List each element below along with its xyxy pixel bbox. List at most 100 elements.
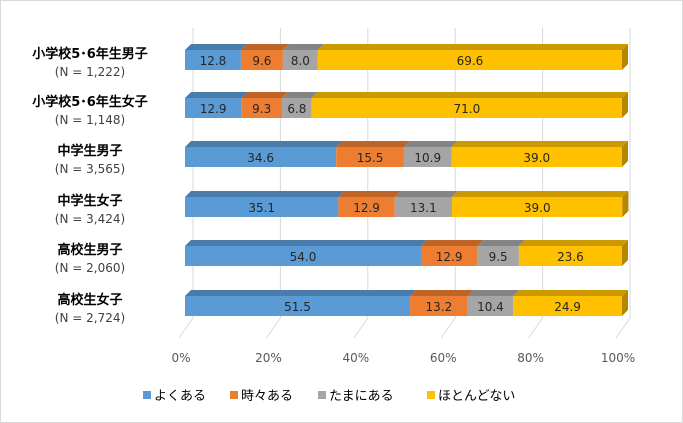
legend-swatch [143,391,151,399]
floor-gridline [353,317,369,339]
sample-size-label: (N = 2,724) [55,311,125,325]
bar-segment [513,296,622,316]
floor-gridline [265,317,281,339]
bar-top-face [403,141,458,147]
bar-top-face [518,240,628,246]
bar-segment [518,246,622,266]
bar-top-face [185,191,345,197]
floor-gridline [178,317,194,339]
bar-segment [410,296,468,316]
bar-top-face [185,290,417,296]
data-label: 12.9 [436,250,463,264]
data-label: 8.0 [291,54,310,68]
bar-segment [282,50,318,70]
sample-size-label: (N = 1,148) [55,113,125,127]
legend-swatch [318,391,326,399]
category-label: 高校生女子 [57,292,122,308]
data-label: 35.1 [248,201,275,215]
x-tick-label: 20% [255,351,282,365]
bar-top-face [451,141,628,147]
bar-top-face [336,141,410,147]
bar-segment [467,296,514,316]
bar-segment [240,50,283,70]
data-label: 10.9 [414,151,441,165]
sample-size-label: (N = 3,424) [55,212,125,226]
data-label: 6.8 [287,102,306,116]
bar-top-face [240,44,289,50]
data-label: 12.8 [200,54,227,68]
bar-segment [451,147,622,167]
bar-top-face [513,290,628,296]
bar-top-face [317,44,628,50]
bar-segment [185,50,241,70]
data-label: 39.0 [524,201,551,215]
bar-segment [185,197,339,217]
data-label: 39.0 [523,151,550,165]
bar-segment [311,98,622,118]
bar-top-face [282,44,324,50]
bar-side-face [622,240,628,266]
bar-top-face [467,290,520,296]
bar-top-face [420,240,484,246]
x-tick-label: 0% [171,351,190,365]
bar-segment [394,197,453,217]
bar-top-face [338,191,401,197]
bar-top-face [185,44,247,50]
legend-swatch [427,391,435,399]
bar-segment [282,98,312,118]
bar-top-face [185,92,248,98]
data-label: 12.9 [353,201,380,215]
category-label: 中学生女子 [57,193,122,209]
data-label: 9.6 [252,54,271,68]
bar-segment [452,197,623,217]
sample-size-label: (N = 3,565) [55,162,125,176]
bar-side-face [622,290,628,316]
bar-top-face [311,92,628,98]
data-label: 24.9 [554,300,581,314]
bar-segment [185,296,411,316]
bar-top-face [282,92,318,98]
bar-segment [185,147,337,167]
legend-label: よくある [154,389,206,404]
bar-side-face [622,44,628,70]
sample-size-label: (N = 1,222) [55,65,125,79]
bar-top-face [452,191,629,197]
floor-gridline [528,317,544,339]
x-tick-label: 100% [601,351,635,365]
data-label: 51.5 [284,300,311,314]
bar-side-face [622,92,628,118]
x-tick-label: 40% [342,351,369,365]
bar-side-face [622,191,629,217]
legend-label: たまにある [329,389,394,404]
bar-segment [403,147,452,167]
bar-segment [338,197,395,217]
data-label: 10.4 [477,300,504,314]
floor-gridline [440,317,456,339]
category-label: 小学校5･6年生女子 [32,94,148,110]
data-label: 15.5 [357,151,384,165]
bar-segment [317,50,622,70]
legend-label: ほとんどない [438,389,515,404]
bar-top-face [185,240,427,246]
bar-segment [477,246,519,266]
bar-segment [336,147,404,167]
legend-swatch [230,391,238,399]
bar-segment [241,98,283,118]
bar-top-face [185,141,343,147]
data-label: 71.0 [454,102,481,116]
floor-gridline [615,317,631,339]
bar-segment [420,246,478,266]
bar-side-face [622,141,628,167]
bar-segment [185,98,242,118]
data-label: 13.1 [410,201,437,215]
data-label: 9.3 [252,102,271,116]
bar-top-face [477,240,525,246]
bar-top-face [394,191,459,197]
category-label: 高校生男子 [57,242,122,258]
legend-label: 時々ある [241,389,293,404]
bar-top-face [241,92,289,98]
category-label: 小学校5･6年生男子 [32,46,148,62]
data-label: 69.6 [457,54,484,68]
data-label: 23.6 [557,250,584,264]
